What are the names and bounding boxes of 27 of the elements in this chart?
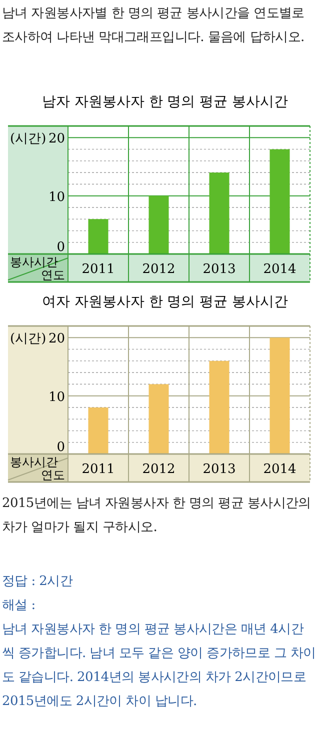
y-axis-title: (시간) (10, 332, 46, 347)
text: 남녀 자원봉사자 한 명의 평균 봉사시간은 매년 4시간씩 증가합니다. 남녀 모두 같은 양이 증가하므로 그 차이도 같습니다. 2014년의 봉사시간의 차가 2시간이므로 2015년에도 2시간이 차이 납니다. (2, 621, 316, 711)
y-tick-label: 20 (48, 132, 65, 147)
x-tick-label: 2013 (202, 262, 236, 277)
x-tick-label: 2013 (202, 462, 236, 477)
y-tick-label: 10 (48, 390, 65, 405)
text: 봉사시간 (10, 255, 58, 269)
text: 해설 : (2, 597, 36, 615)
y-tick-label: 10 (48, 190, 65, 205)
chart-title: 여자 자원봉사자 한 명의 평균 봉사시간 (42, 294, 288, 310)
y-axis-title: (시간) (10, 132, 46, 147)
x-tick-label: 2012 (142, 462, 176, 477)
x-tick-label: 2011 (82, 462, 115, 477)
y-tick-label: 20 (48, 332, 65, 347)
text: 봉사시간 (10, 455, 58, 469)
text: 2015년에는 남녀 자원봉사자 한 명의 평균 봉사시간의 차가 얼마가 될지 구하시오. (2, 495, 312, 537)
x-axis-title: 연도 (41, 468, 65, 482)
x-tick-label: 2014 (263, 262, 296, 277)
x-axis-title: 연도 (41, 268, 65, 282)
text: 정답 : 2시간 (2, 573, 74, 591)
x-tick-label: 2011 (82, 262, 115, 277)
y-tick-label: 0 (56, 240, 65, 255)
x-tick-label: 2014 (263, 462, 296, 477)
x-tick-label: 2012 (142, 262, 176, 277)
chart-title: 남자 자원봉사자 한 명의 평균 봉사시간 (42, 94, 288, 110)
text: 남녀 자원봉사자별 한 명의 평균 봉사시간을 연도별로 조사하여 나타낸 막대그래프입니다. 물음에 답하시오. (2, 5, 306, 47)
y-tick-label: 0 (56, 440, 65, 455)
